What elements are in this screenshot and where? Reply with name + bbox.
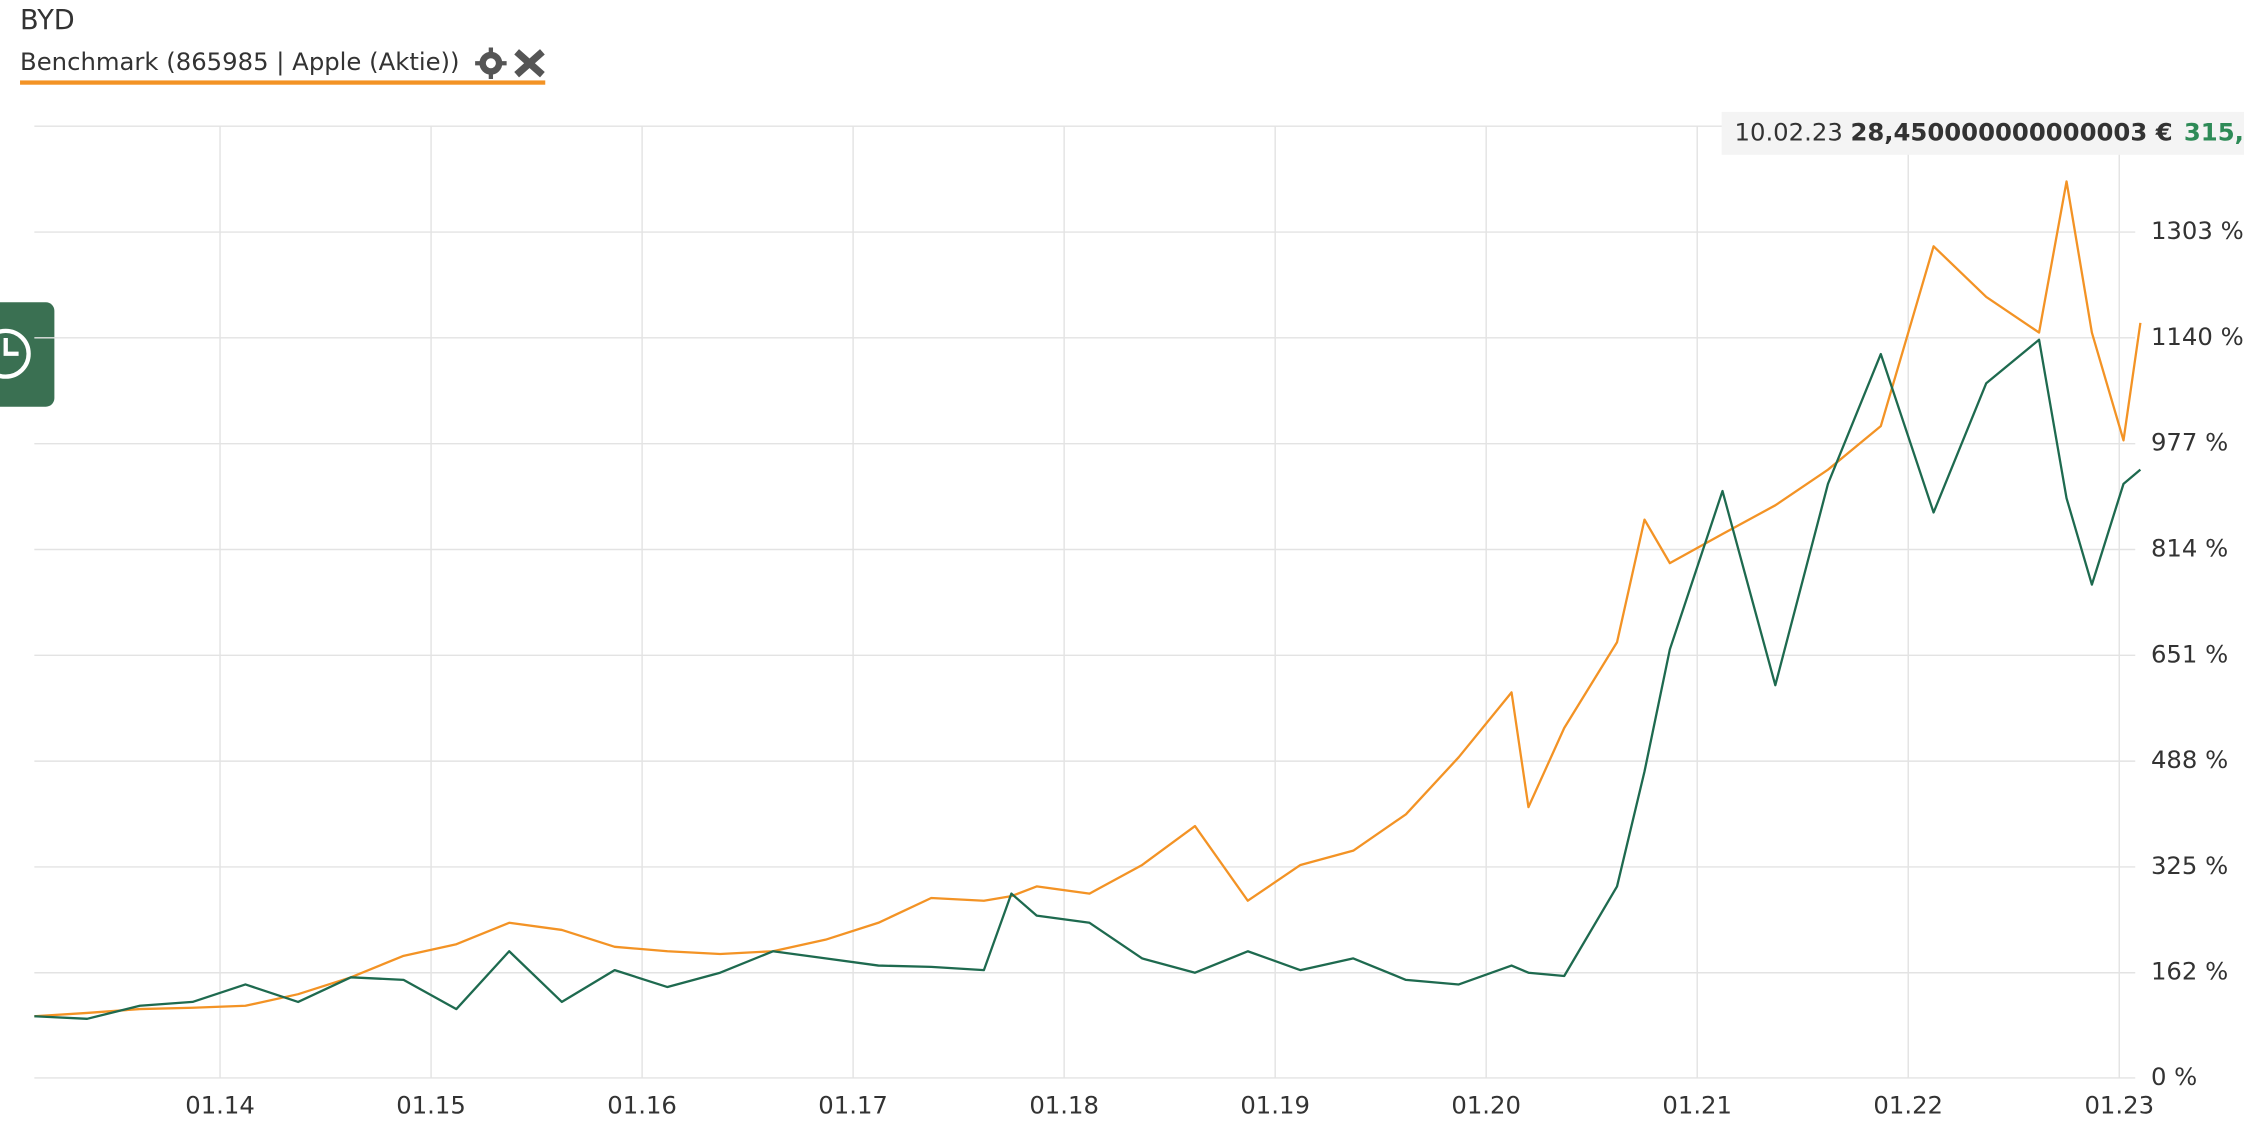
series-line bbox=[34, 338, 2142, 1020]
y-tick-label: 1303 % bbox=[2151, 216, 2244, 245]
y-tick-label: 325 % bbox=[2151, 851, 2228, 880]
chart-title: BYD bbox=[20, 5, 75, 36]
x-tick-label: 01.16 bbox=[607, 1091, 677, 1120]
y-tick-label: 814 % bbox=[2151, 533, 2228, 562]
x-tick-label: 01.17 bbox=[818, 1091, 888, 1120]
close-icon[interactable] bbox=[514, 49, 545, 78]
x-tick-label: 01.15 bbox=[396, 1091, 466, 1120]
tooltip-change: 315, bbox=[2184, 117, 2244, 146]
x-tick-label: 01.14 bbox=[185, 1091, 255, 1120]
tooltip-date: 10.02.23 bbox=[1735, 117, 1843, 146]
x-tick-label: 01.21 bbox=[1662, 1091, 1732, 1120]
x-tick-label: 01.20 bbox=[1451, 1091, 1521, 1120]
tooltip-price: 28,450000000000003 € bbox=[1850, 117, 2172, 146]
y-tick-label: 488 % bbox=[2151, 745, 2228, 774]
tooltip: 10.02.23 28,450000000000003 € 315, bbox=[1721, 111, 2244, 155]
history-button[interactable] bbox=[0, 302, 55, 407]
benchmark-underline bbox=[20, 80, 546, 85]
y-tick-label: 0 % bbox=[2151, 1062, 2197, 1091]
benchmark-label[interactable]: Benchmark (865985 | Apple (Aktie)) bbox=[20, 47, 460, 76]
x-tick-label: 01.23 bbox=[2084, 1091, 2154, 1120]
settings-icon[interactable] bbox=[475, 47, 507, 79]
series-line bbox=[34, 180, 2142, 1018]
y-tick-label: 977 % bbox=[2151, 428, 2228, 457]
y-tick-label: 651 % bbox=[2151, 639, 2228, 668]
y-tick-label: 162 % bbox=[2151, 957, 2228, 986]
x-tick-label: 01.18 bbox=[1029, 1091, 1099, 1120]
x-tick-label: 01.22 bbox=[1873, 1091, 1943, 1120]
x-tick-label: 01.19 bbox=[1240, 1091, 1310, 1120]
y-tick-label: 1140 % bbox=[2151, 322, 2244, 351]
